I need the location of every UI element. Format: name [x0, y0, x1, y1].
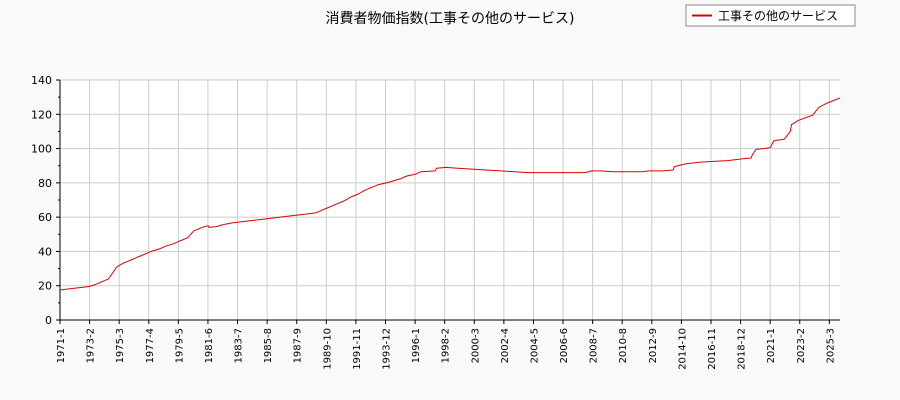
x-tick-label: 2002-4: [500, 328, 511, 363]
legend: 工事その他のサービス: [685, 4, 856, 27]
plot-area: [60, 80, 840, 320]
x-tick-label: 2000-3: [470, 328, 481, 363]
y-tick-label: 0: [45, 314, 52, 327]
axes: [56, 79, 840, 324]
x-tick-label: 1991-11: [352, 328, 363, 370]
chart-title: 消費者物価指数(工事その他のサービス): [326, 11, 575, 27]
x-tick-label: 2006-6: [559, 328, 570, 363]
x-tick-label: 1983-7: [234, 328, 245, 363]
y-tick-label: 140: [31, 74, 52, 87]
x-tick-label: 2025-3: [825, 328, 836, 363]
x-tick-label: 2008-7: [589, 328, 600, 363]
grid: [59, 79, 840, 321]
tick-labels: 0 20 40 60 80 100 120 140 1971-1 1973-2 1975-3 1977…: [31, 74, 836, 370]
x-tick-label: 2018-12: [737, 328, 748, 370]
legend-label: 工事その他のサービス: [718, 9, 838, 23]
x-tick-label: 1971-1: [56, 328, 67, 363]
y-tick-label: 40: [38, 245, 52, 258]
x-tick-label: 2021-1: [766, 328, 777, 363]
x-tick-label: 2016-11: [707, 328, 718, 370]
y-tick-label: 80: [38, 177, 52, 190]
x-tick-label: 1993-12: [381, 328, 392, 370]
series-line: [59, 97, 841, 291]
y-tick-label: 120: [31, 108, 52, 121]
y-tick-label: 60: [38, 211, 52, 224]
x-tick-label: 1975-3: [115, 328, 126, 363]
x-tick-label: 1981-6: [204, 328, 215, 363]
x-tick-label: 1973-2: [86, 328, 97, 363]
x-tick-label: 1987-9: [293, 328, 304, 363]
x-tick-label: 1985-8: [263, 328, 274, 363]
y-tick-label: 100: [31, 143, 52, 156]
legend-box: [685, 4, 856, 27]
series-lines: [59, 97, 841, 291]
x-tick-label: 1998-2: [441, 328, 452, 363]
x-tick-label: 2004-5: [529, 328, 540, 363]
x-tick-label: 1989-10: [322, 328, 333, 370]
x-tick-label: 1979-5: [174, 328, 185, 363]
x-tick-label: 2014-10: [677, 328, 688, 370]
x-tick-label: 1977-4: [145, 328, 156, 363]
x-tick-label: 2010-8: [618, 328, 629, 363]
x-tick-label: 2023-2: [796, 328, 807, 363]
x-tick-label: 2012-9: [648, 328, 659, 363]
x-tick-label: 1996-1: [411, 328, 422, 363]
y-tick-label: 20: [38, 280, 52, 293]
